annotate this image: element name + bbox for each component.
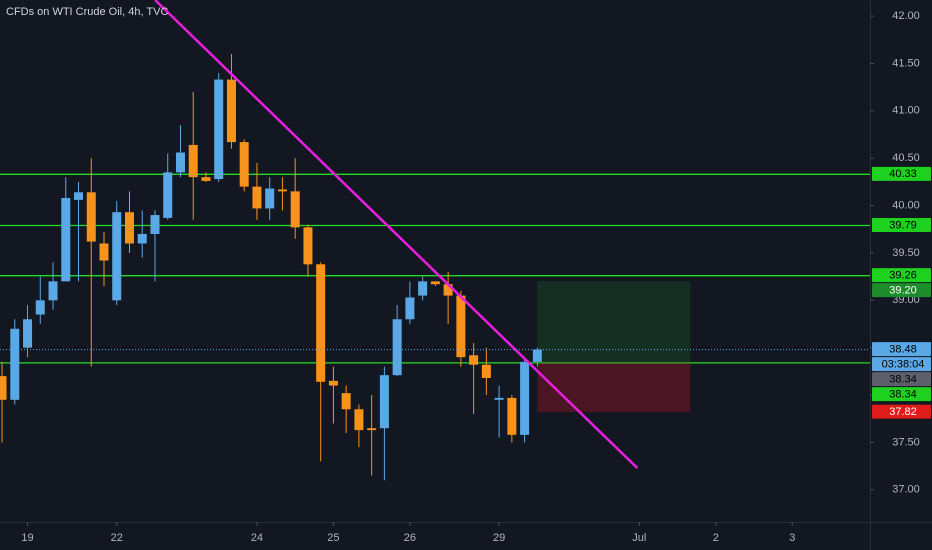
y-tick-label: 39.00 [892, 294, 920, 306]
x-tick-label: 26 [404, 532, 416, 544]
candle-body [0, 376, 7, 400]
candle-body [469, 355, 479, 365]
candle-body [226, 79, 236, 143]
price-tag-box [872, 387, 931, 402]
candle-body [188, 144, 198, 178]
candle-body [494, 397, 504, 400]
candle-body [23, 319, 33, 348]
candle-body [367, 428, 377, 431]
candle-body [150, 215, 160, 234]
price-tag-box [872, 283, 931, 298]
price-tag-label: 03:38:04 [882, 358, 925, 370]
price-tag-label: 40.33 [889, 168, 917, 180]
candle-body [265, 188, 275, 209]
y-tick-label: 40.50 [892, 152, 920, 164]
x-tick-label: 2 [713, 532, 719, 544]
candle-body [86, 192, 96, 242]
price-tag: 39.26 [872, 268, 931, 283]
candle-body [341, 393, 351, 410]
price-tag: 39.20 [872, 283, 931, 298]
x-tick-label: 3 [789, 532, 795, 544]
candle-body [277, 189, 287, 192]
candle-body [201, 177, 211, 181]
price-tag-box [872, 166, 931, 181]
price-tag: 39.79 [872, 217, 931, 232]
candle-body [10, 328, 20, 400]
candle-body [456, 295, 466, 358]
candle-body [239, 142, 249, 187]
price-tag-label: 37.82 [889, 406, 917, 418]
x-tick-label: 19 [21, 532, 33, 544]
candle-body [481, 364, 491, 378]
price-tag: 38.48 [872, 342, 931, 357]
y-tick-label: 41.00 [892, 105, 920, 117]
price-tag-box [872, 268, 931, 283]
price-tag-box [872, 404, 931, 419]
y-tick-label: 42.00 [892, 10, 920, 22]
y-tick-label: 39.50 [892, 247, 920, 259]
candle-body [35, 300, 45, 315]
candle-body [328, 380, 338, 386]
candle-body [137, 234, 147, 244]
price-tag-box [872, 372, 931, 387]
candle-body [290, 191, 300, 228]
candle-body [392, 319, 402, 376]
y-tick-label: 37.50 [892, 436, 920, 448]
candle-body [74, 192, 84, 200]
candle-body [418, 281, 428, 296]
chart-title: CFDs on WTI Crude Oil, 4h, TVC [6, 6, 168, 18]
price-tag: 37.82 [872, 404, 931, 419]
price-tag: 38.34 [872, 387, 931, 402]
price-tag-label: 39.79 [889, 219, 917, 231]
price-tag: 38.34 [872, 372, 931, 387]
candle-body [405, 297, 415, 320]
candle-body [175, 152, 185, 173]
price-tag-box [872, 342, 931, 357]
x-tick-label: 24 [251, 532, 263, 544]
price-tag-box [872, 357, 931, 372]
candle-body [163, 172, 173, 218]
x-tick-label: 29 [493, 532, 505, 544]
candle-body [507, 397, 517, 435]
candle-body [430, 281, 440, 285]
price-tag-label: 39.20 [889, 285, 917, 297]
price-tag-label: 39.26 [889, 270, 917, 282]
x-tick-label: 22 [111, 532, 123, 544]
candle-body [379, 375, 389, 429]
candle-body [354, 409, 364, 431]
candle-body [532, 349, 542, 362]
candle-body [61, 198, 71, 282]
candle-body [99, 243, 109, 261]
trendline [154, 0, 639, 469]
candle-body [443, 284, 453, 296]
candle-body [316, 264, 326, 382]
x-tick-label: 25 [327, 532, 339, 544]
y-tick-label: 40.00 [892, 199, 920, 211]
candle-body [214, 79, 224, 180]
candle-body [112, 212, 122, 301]
candle-body [520, 361, 530, 435]
loss-zone [537, 362, 691, 413]
price-tag-box [872, 217, 931, 232]
y-tick-label: 41.50 [892, 57, 920, 69]
candle-body [303, 227, 313, 265]
profit-zone [537, 281, 691, 363]
candle-body [252, 186, 262, 209]
candle-body [48, 281, 58, 301]
x-tick-label: Jul [632, 532, 646, 544]
price-tag-label: 38.34 [889, 373, 917, 385]
price-tag: 40.33 [872, 166, 931, 181]
candle-body [124, 212, 134, 244]
price-tag-label: 38.34 [889, 388, 917, 400]
y-tick-label: 37.00 [892, 484, 920, 496]
price-tag: 03:38:04 [872, 357, 931, 372]
price-tag-label: 38.48 [889, 343, 917, 355]
